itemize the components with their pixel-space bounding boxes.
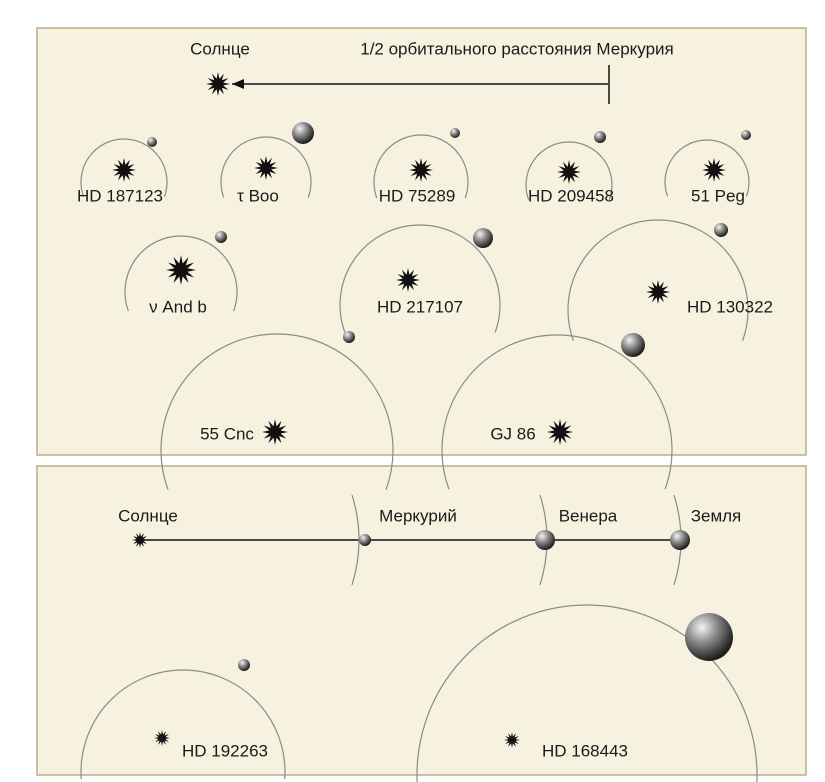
scale-label: 1/2 орбитального расстояния Меркурия [360,39,674,58]
planet [670,530,690,550]
system-label: GJ 86 [490,424,535,443]
planet [473,228,493,248]
sun-label: Солнце [190,39,250,58]
system-label: HD 187123 [77,186,163,205]
planet [147,137,157,147]
system-label: 51 Peg [691,186,745,205]
system-label: HD 217107 [377,297,463,316]
top-panel [37,28,806,455]
planet [621,333,645,357]
page: {"top": {"sun_label": "Солнце", "scale_l… [0,0,825,782]
planet-label: Венера [559,506,618,525]
system-label: HD 209458 [528,186,614,205]
planet [714,223,728,237]
planet [215,231,227,243]
system-label: τ Boo [237,186,279,205]
planet [359,534,371,546]
planet [450,128,460,138]
planet [292,122,314,144]
system-label: 55 Cnc [200,424,254,443]
system-label: ν And b [149,297,207,316]
diagram: Солнце 1/2 орбитального расстояния Мерку… [0,0,825,782]
system-label: HD 130322 [687,297,773,316]
planet [741,130,751,140]
planet [343,331,355,343]
system-label: HD 168443 [542,741,628,760]
system-label: HD 75289 [379,186,456,205]
planet [238,659,250,671]
planet [685,613,733,661]
planet-label: Земля [691,506,742,525]
sun-label: Солнце [118,506,178,525]
system-label: HD 192263 [182,741,268,760]
planet-label: Меркурий [379,506,457,525]
planet [594,131,606,143]
planet [535,530,555,550]
